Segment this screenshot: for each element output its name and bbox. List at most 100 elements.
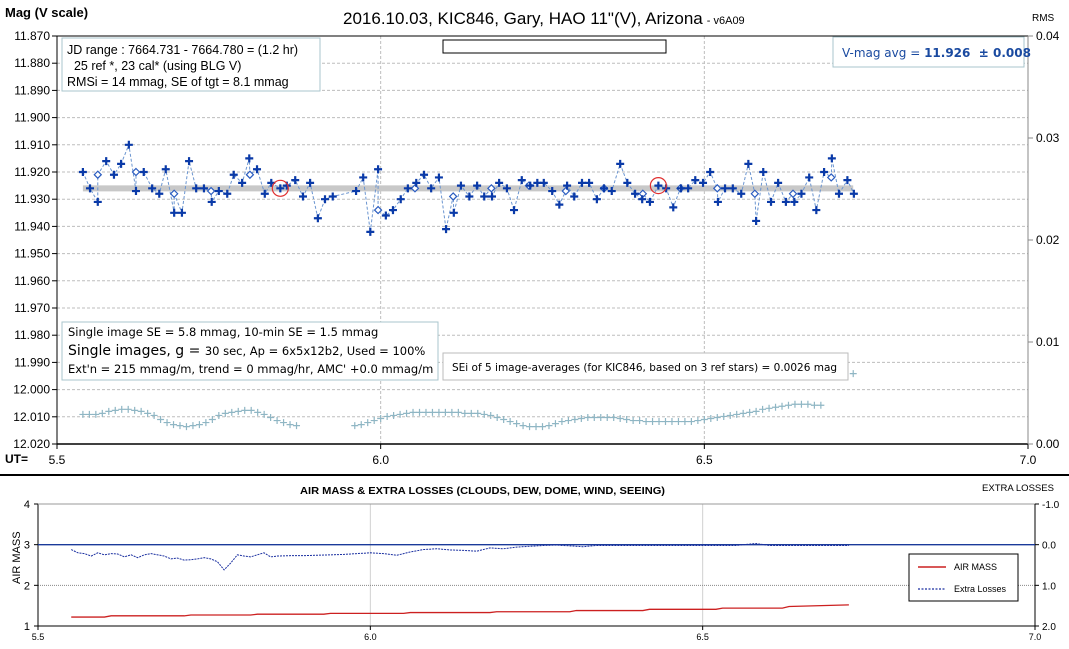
single-image-point: [434, 173, 443, 182]
single-image-point: [638, 195, 647, 204]
rms-point: [849, 370, 857, 378]
rms-point: [454, 408, 462, 416]
rms-point: [506, 418, 514, 426]
single-image-point: [570, 192, 579, 201]
single-image-point: [539, 178, 548, 187]
rms-point: [202, 419, 210, 427]
losses-tick-label: -1.0: [1042, 500, 1060, 511]
single-image-point: [185, 157, 194, 166]
rms-point: [435, 408, 443, 416]
rms-point: [221, 409, 229, 417]
rms-point: [539, 423, 546, 431]
rms-point: [422, 408, 430, 416]
y-tick-label: 11.960: [14, 274, 50, 288]
rms-tick-label: 0.00: [1036, 437, 1060, 451]
single-image-point: [684, 184, 693, 193]
five-image-average-point: [750, 189, 760, 199]
single-image-point: [548, 187, 557, 196]
rms-point: [564, 417, 572, 425]
sei-text: SEi of 5 image-averages (for KIC846, bas…: [452, 362, 837, 374]
single-image-point: [759, 168, 768, 176]
five-image-average-point: [206, 186, 216, 196]
single-image-point: [192, 184, 201, 193]
rms-point: [797, 400, 805, 408]
rms-point: [286, 421, 294, 429]
rms-point: [176, 422, 184, 430]
single-image-point: [517, 176, 526, 185]
rms-point: [461, 409, 469, 417]
single-image-point: [207, 197, 216, 206]
single-image-point: [480, 192, 489, 201]
single-image-point: [214, 187, 223, 196]
single-image-point: [155, 189, 164, 198]
single-image-point: [834, 189, 843, 198]
single-image-point: [170, 208, 179, 217]
single-image-point: [669, 203, 678, 212]
top-plot-frame: [57, 36, 1028, 444]
single-image-point: [728, 184, 737, 193]
se-line-1: Single image SE = 5.8 mmag, 10-min SE = …: [68, 325, 378, 339]
top-grid: [57, 36, 1028, 444]
single-image-point: [117, 159, 126, 168]
se-box: Single image SE = 5.8 mmag, 10-min SE = …: [61, 321, 439, 381]
single-image-point: [177, 208, 186, 217]
y-tick-label: 11.980: [14, 328, 50, 342]
info-box: JD range : 7664.731 - 7664.780 = (1.2 hr…: [61, 37, 321, 92]
rms-point: [208, 416, 216, 424]
rms-point: [377, 415, 385, 422]
single-image-point: [563, 181, 572, 190]
x-tick-label: 5.5: [49, 453, 66, 467]
highlight-circle: [649, 177, 667, 195]
airmass-axis-title: AIR MASS: [11, 531, 23, 584]
rms-point: [92, 410, 100, 418]
y-tick-label: 3: [24, 540, 30, 552]
single-image-point: [752, 216, 761, 225]
single-image-point: [616, 159, 625, 168]
single-image-point: [306, 178, 315, 187]
rms-point: [416, 408, 424, 416]
rms-point: [111, 406, 119, 414]
rms-point: [804, 400, 812, 408]
single-image-point: [359, 173, 368, 182]
single-image-point: [774, 178, 783, 187]
single-image-point: [291, 176, 300, 185]
five-image-average-point: [169, 189, 179, 199]
single-image-point: [388, 206, 397, 215]
rms-point: [519, 422, 527, 430]
rms-point: [616, 415, 624, 422]
x-tick-label: 6.0: [372, 453, 389, 467]
se-line-2b: 30 sec, Ap = 6x5x12b2, Used = 100%: [205, 344, 426, 358]
single-image-point: [161, 165, 170, 174]
single-image-point: [442, 225, 451, 234]
ut-label: UT=: [5, 452, 28, 466]
rms-point: [98, 409, 106, 417]
single-image-point: [328, 192, 337, 201]
airmass-chart-title: AIR MASS & EXTRA LOSSES (CLOUDS, DEW, DO…: [300, 485, 665, 497]
rms-point: [752, 407, 760, 415]
se-line-3: Ext'n = 215 mmag/m, trend = 0 mmag/hr, A…: [68, 362, 433, 376]
rms-point: [428, 408, 436, 416]
losses-tick-label: 1.0: [1042, 581, 1056, 592]
top-ticks: 11.870 11.880 11.890 11.900 11.910 11.920 11.9…: [13, 29, 1059, 467]
single-image-point: [599, 184, 608, 193]
x-tick-label: 6.5: [696, 453, 713, 467]
rms-point: [629, 417, 637, 425]
rms-point: [649, 418, 657, 426]
top-series: [78, 140, 858, 431]
y-tick-label: 12.010: [13, 410, 50, 424]
bottom-series: [38, 542, 1035, 618]
rms-point: [241, 406, 249, 414]
single-image-point: [677, 184, 686, 193]
rms-point: [765, 404, 773, 412]
five-image-average-point: [245, 170, 255, 180]
rms-point: [772, 403, 780, 411]
single-image-point: [381, 211, 390, 220]
rms-tick-label: 0.01: [1036, 335, 1060, 349]
y-tick-label: 4: [24, 499, 30, 511]
highlight-circle: [271, 179, 289, 197]
rms-point: [370, 417, 378, 425]
info-line-jd: JD range : 7664.731 - 7664.780 = (1.2 hr…: [67, 43, 298, 57]
rms-point: [526, 423, 534, 431]
y-tick-label: 12.000: [13, 383, 50, 397]
x-tick-label: 7.0: [1020, 453, 1037, 467]
